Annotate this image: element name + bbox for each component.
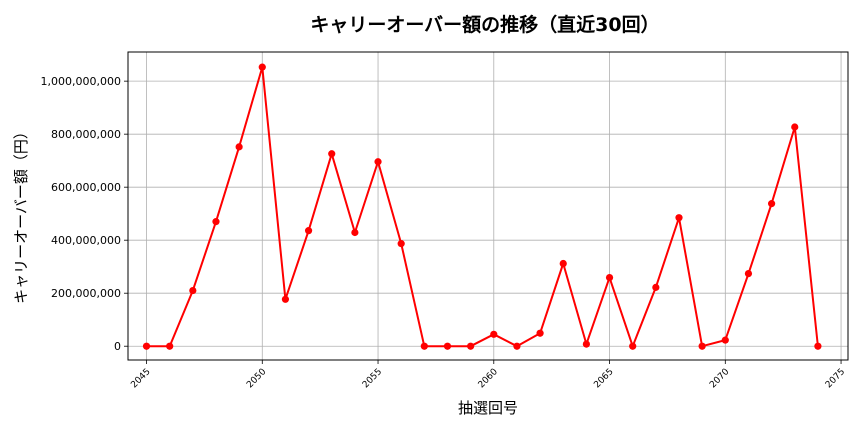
y-axis-ticks: 0 200,000,000 400,000,000 600,000,000 800,00… <box>41 75 128 353</box>
plot-area <box>127 51 849 361</box>
data-point-marker <box>258 63 266 71</box>
y-tick-label: 0 <box>114 340 121 353</box>
grid-lines <box>128 52 848 360</box>
data-point-marker <box>235 143 243 151</box>
x-tick-label: 2065 <box>592 367 615 390</box>
data-point-marker <box>397 240 405 248</box>
data-point-marker <box>374 158 382 166</box>
data-point-marker <box>189 286 197 295</box>
data-point-marker <box>675 214 683 222</box>
data-point-marker <box>513 342 521 350</box>
data-point-marker <box>467 342 475 350</box>
data-point-marker <box>744 269 753 278</box>
data-point-marker <box>420 342 428 350</box>
x-tick-label: 2055 <box>361 367 384 390</box>
data-point-marker <box>698 342 706 350</box>
x-axis-ticks: 2045 2050 2055 2060 2065 2070 2075 <box>129 360 847 390</box>
chart-title: キャリーオーバー額の推移（直近30回） <box>310 14 660 36</box>
data-point-marker <box>212 218 220 226</box>
y-tick-label: 400,000,000 <box>51 234 121 247</box>
x-tick-label: 2075 <box>824 367 847 390</box>
data-series <box>142 63 822 350</box>
y-tick-label: 800,000,000 <box>51 128 121 141</box>
data-point-marker <box>629 342 637 350</box>
x-tick-label: 2070 <box>708 367 731 390</box>
data-point-marker <box>559 259 567 268</box>
data-point-marker <box>304 227 313 235</box>
data-point-marker <box>166 342 174 350</box>
y-axis-label: キャリーオーバー額（円） <box>12 124 30 304</box>
data-point-marker <box>582 340 590 348</box>
data-point-marker <box>768 200 776 208</box>
data-point-marker <box>791 123 799 131</box>
data-point-marker <box>281 295 290 303</box>
data-point-marker <box>605 273 614 282</box>
data-point-marker <box>652 283 660 291</box>
y-tick-label: 200,000,000 <box>51 287 121 300</box>
data-point-marker <box>328 150 336 158</box>
data-point-marker <box>536 329 544 337</box>
series-line <box>146 66 819 348</box>
data-point-marker <box>490 330 498 338</box>
x-tick-label: 2060 <box>477 367 500 390</box>
data-point-marker <box>814 342 822 350</box>
data-point-marker <box>721 336 729 344</box>
x-tick-label: 2050 <box>245 367 268 390</box>
y-tick-label: 600,000,000 <box>51 181 121 194</box>
data-point-marker <box>142 342 151 350</box>
data-point-marker <box>443 342 452 350</box>
y-tick-label: 1,000,000,000 <box>41 75 121 88</box>
data-point-marker <box>351 228 359 237</box>
x-axis-label: 抽選回号 <box>458 399 518 417</box>
x-tick-label: 2045 <box>129 367 152 390</box>
